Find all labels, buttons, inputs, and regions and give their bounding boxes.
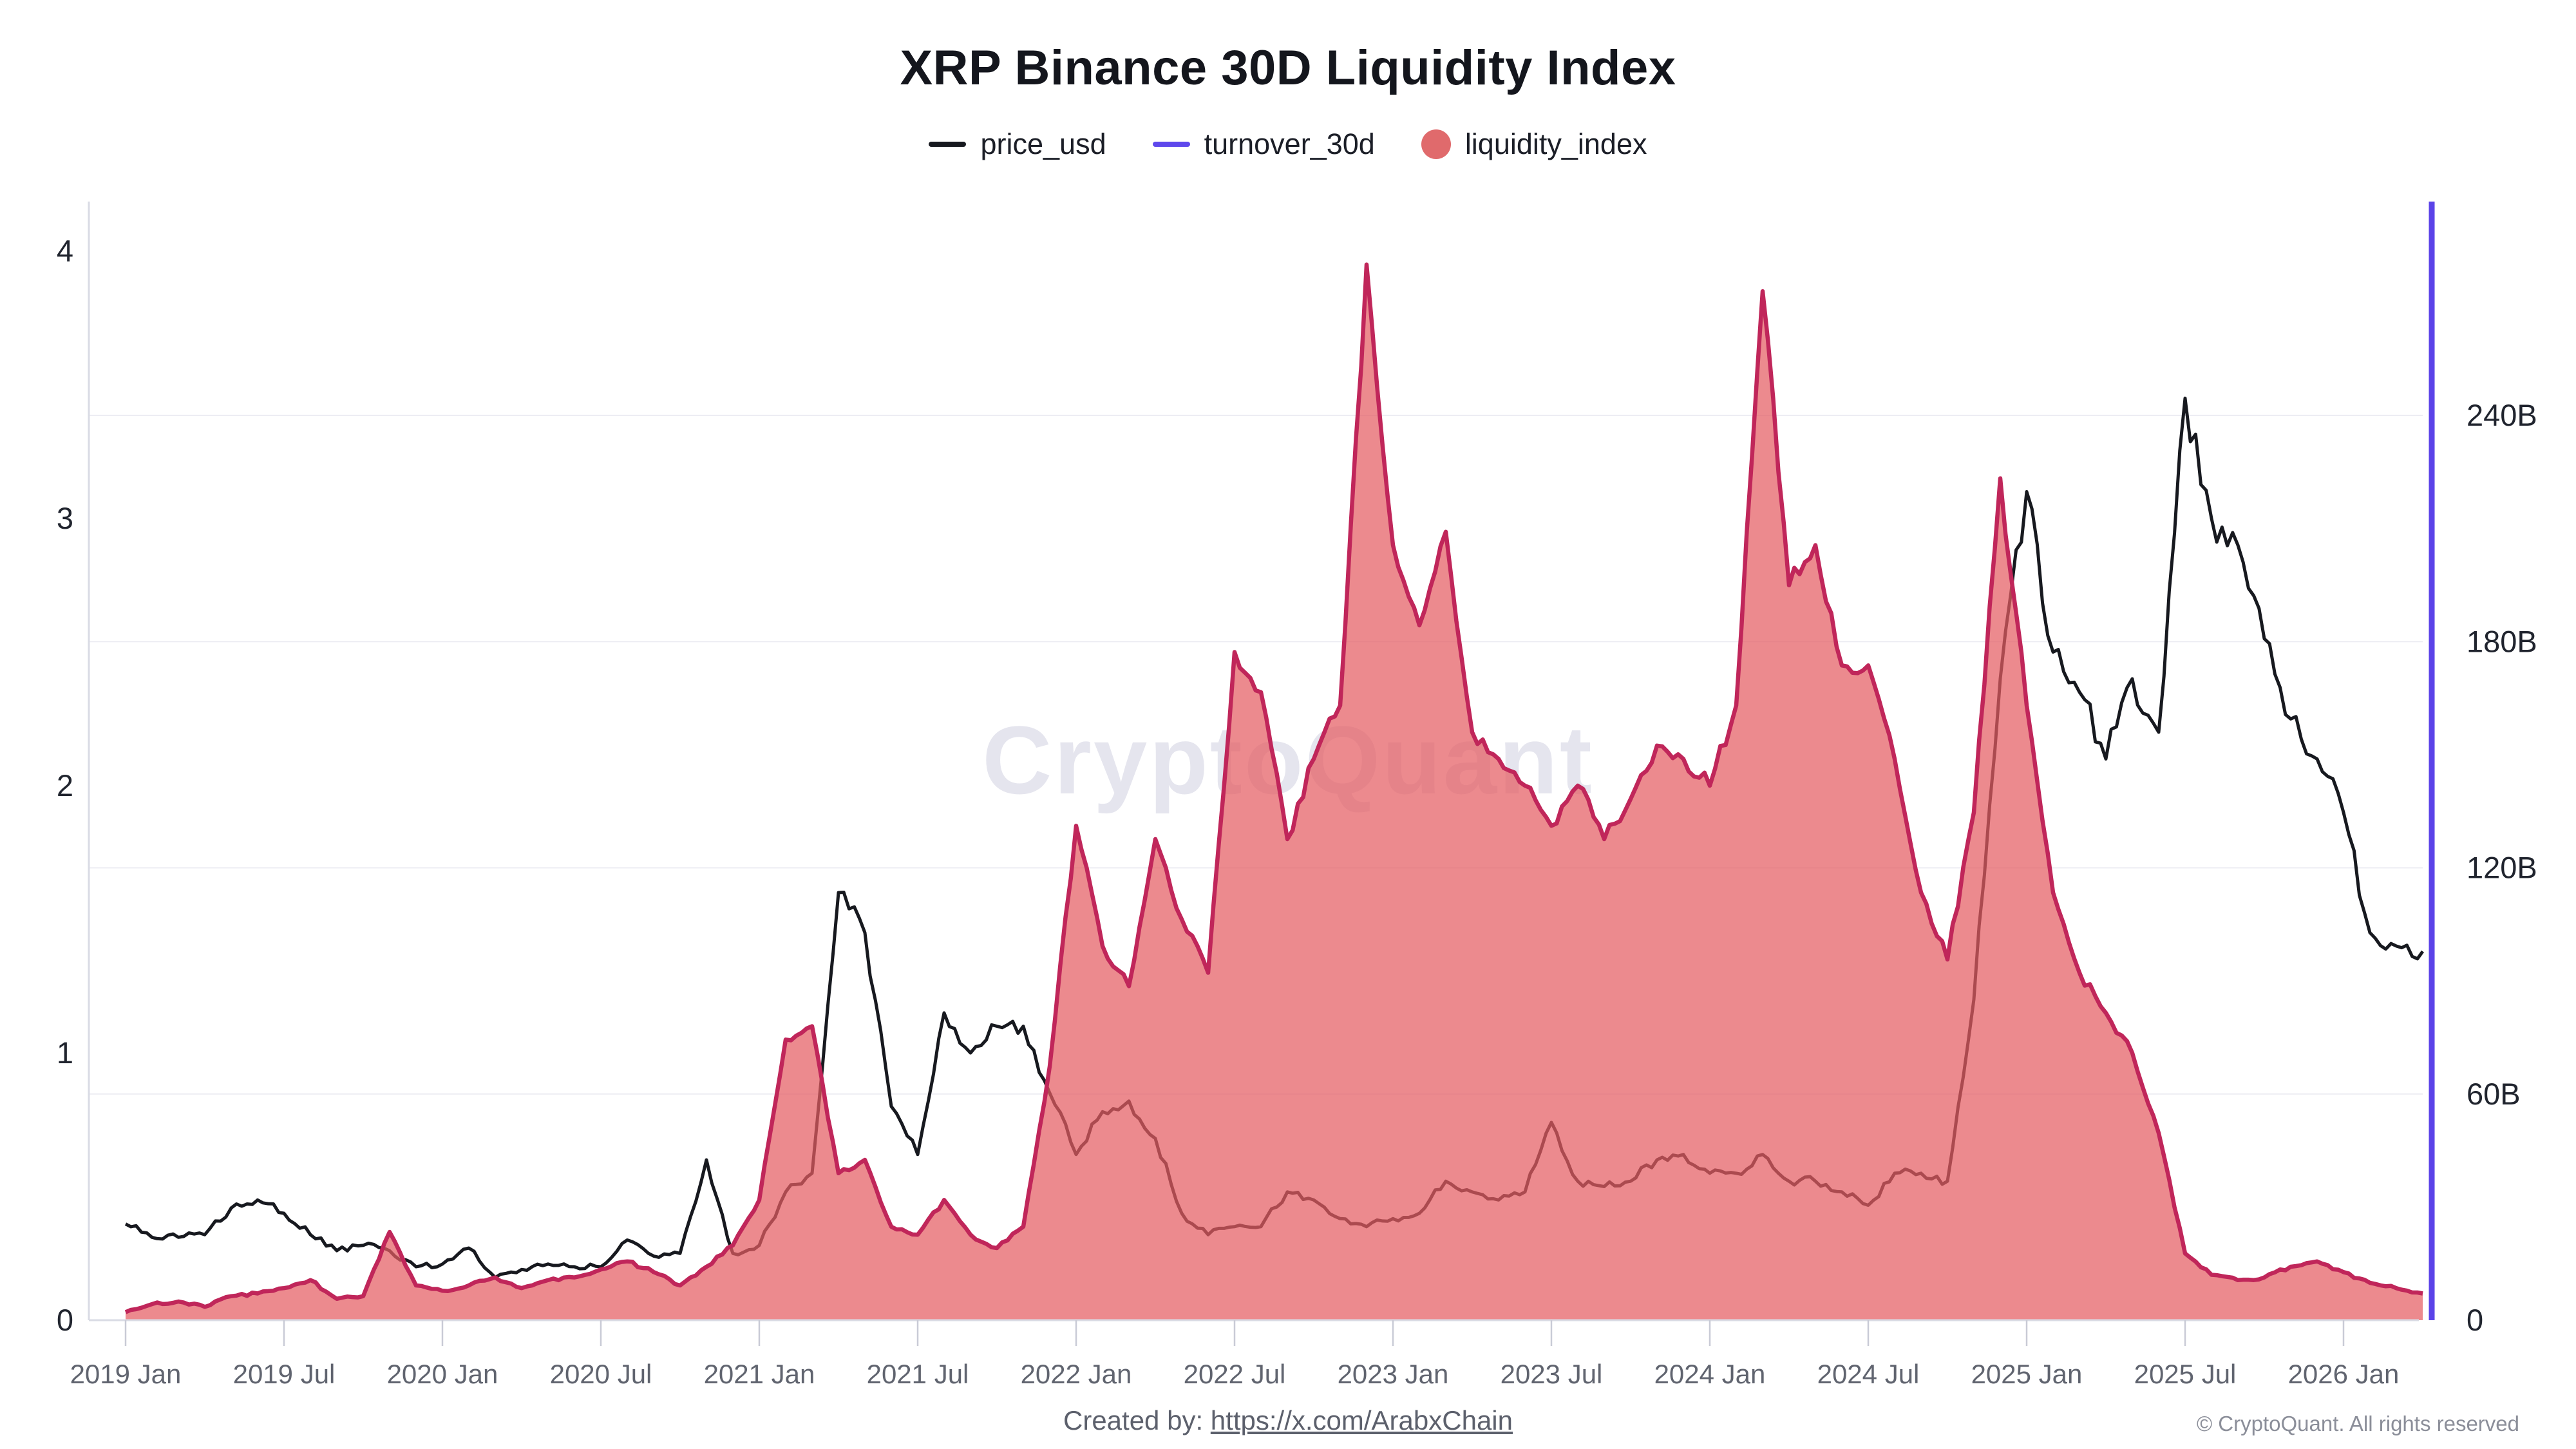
x-axis-tick-label: 2025 Jul bbox=[2134, 1359, 2237, 1389]
x-axis-tick-label: 2019 Jul bbox=[233, 1359, 336, 1389]
right-axis-tick-label: 180B bbox=[2467, 624, 2537, 658]
creator-link[interactable]: https://x.com/ArabxChain bbox=[1210, 1405, 1513, 1435]
x-axis-tick-label: 2022 Jan bbox=[1021, 1359, 1132, 1389]
x-axis-tick-label: 2024 Jan bbox=[1654, 1359, 1766, 1389]
left-axis-tick-label: 1 bbox=[57, 1036, 73, 1070]
legend-item-liquidity-index[interactable]: liquidity_index bbox=[1421, 128, 1647, 161]
right-axis-tick-label: 60B bbox=[2467, 1077, 2521, 1111]
turnover-line-swatch-icon bbox=[1152, 142, 1190, 147]
price-line-swatch-icon bbox=[929, 142, 967, 147]
right-axis-tick-label: 120B bbox=[2467, 851, 2537, 885]
left-axis-tick-label: 2 bbox=[57, 768, 73, 802]
x-axis-tick-label: 2022 Jul bbox=[1184, 1359, 1286, 1389]
x-axis-tick-label: 2026 Jan bbox=[2288, 1359, 2400, 1389]
legend-label: turnover_30d bbox=[1204, 128, 1375, 160]
chart-title: XRP Binance 30D Liquidity Index bbox=[900, 41, 1676, 95]
liquidity-index-stroke bbox=[124, 262, 2423, 1314]
legend-label: liquidity_index bbox=[1464, 128, 1647, 160]
legend-item-turnover-30d[interactable]: turnover_30d bbox=[1152, 128, 1375, 161]
legend-label: price_usd bbox=[980, 128, 1106, 160]
legend-item-price-usd[interactable]: price_usd bbox=[929, 128, 1106, 161]
liquidity-circle-swatch-icon bbox=[1421, 129, 1451, 159]
x-axis-tick-label: 2021 Jul bbox=[867, 1359, 969, 1389]
legend: price_usd turnover_30d liquidity_index bbox=[0, 128, 2576, 161]
liquidity-index-area bbox=[126, 264, 2423, 1320]
x-axis-tick-label: 2020 Jan bbox=[387, 1359, 498, 1389]
right-axis-tick-label: 0 bbox=[2467, 1303, 2483, 1337]
created-by-label: Created by: bbox=[1063, 1405, 1211, 1435]
x-axis-tick-label: 2019 Jan bbox=[70, 1359, 182, 1389]
x-axis-tick-label: 2025 Jan bbox=[1971, 1359, 2083, 1389]
x-axis-tick-label: 2023 Jul bbox=[1501, 1359, 1603, 1389]
left-axis-tick-label: 4 bbox=[57, 234, 73, 268]
created-by: Created by: https://x.com/ArabxChain bbox=[0, 1405, 2576, 1436]
x-axis-tick-label: 2020 Jul bbox=[550, 1359, 652, 1389]
right-axis-tick-label: 240B bbox=[2467, 398, 2537, 432]
left-axis-tick-label: 0 bbox=[57, 1303, 73, 1337]
x-axis-tick-label: 2024 Jul bbox=[1817, 1359, 1920, 1389]
x-axis-tick-label: 2021 Jan bbox=[704, 1359, 815, 1389]
x-axis-tick-label: 2023 Jan bbox=[1338, 1359, 1449, 1389]
left-axis-tick-label: 3 bbox=[57, 501, 73, 535]
copyright-notice: © CryptoQuant. All rights reserved bbox=[2196, 1412, 2519, 1435]
